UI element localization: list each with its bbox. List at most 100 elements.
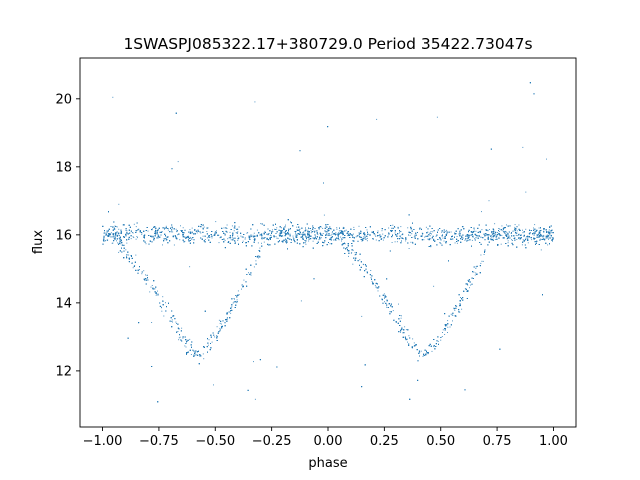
data-point [314, 230, 316, 232]
data-point [392, 310, 394, 312]
data-point [237, 231, 239, 233]
data-point [105, 235, 107, 236]
data-point [405, 339, 407, 341]
data-point [261, 242, 262, 244]
data-point [151, 228, 153, 230]
data-point [172, 231, 174, 233]
data-point [237, 290, 239, 292]
data-point [499, 228, 501, 230]
data-point [125, 230, 127, 231]
data-point [109, 233, 111, 234]
data-point [179, 336, 181, 338]
data-point [443, 240, 445, 242]
data-point [407, 227, 409, 229]
data-point [492, 237, 494, 239]
data-point [413, 342, 415, 344]
data-point [187, 352, 188, 353]
data-point [231, 306, 233, 308]
data-point [430, 246, 432, 248]
data-point [546, 234, 548, 236]
data-point [274, 228, 275, 230]
data-point [452, 320, 453, 322]
data-point [281, 232, 283, 234]
data-point [296, 236, 298, 238]
data-point [414, 234, 416, 236]
data-point [425, 226, 427, 228]
data-point [157, 234, 159, 236]
data-point [185, 346, 187, 348]
data-point [466, 238, 468, 240]
data-point [313, 230, 315, 232]
data-point [134, 265, 136, 267]
data-point [487, 230, 489, 232]
data-point [299, 231, 301, 232]
data-point [110, 232, 112, 234]
data-point [467, 235, 469, 237]
data-point [276, 227, 278, 229]
data-point [454, 309, 456, 311]
data-point [211, 237, 213, 239]
data-point [500, 243, 502, 245]
data-point [460, 235, 462, 237]
data-point [318, 228, 320, 230]
data-point [387, 234, 389, 236]
data-point [442, 234, 443, 236]
data-point [507, 240, 509, 242]
data-point [177, 331, 179, 332]
data-point [189, 338, 191, 340]
data-point [502, 230, 504, 232]
data-point [285, 224, 286, 226]
data-point [288, 238, 290, 240]
data-point [195, 350, 197, 352]
data-point [188, 240, 190, 242]
data-point [420, 350, 422, 352]
data-point [253, 361, 254, 363]
data-point [126, 230, 128, 232]
data-point [289, 233, 291, 235]
data-point [104, 240, 106, 242]
data-point [304, 233, 306, 235]
data-point [525, 237, 527, 239]
data-point [401, 234, 403, 236]
data-point [505, 231, 507, 233]
data-point [130, 238, 132, 240]
data-point [547, 244, 549, 246]
data-point [501, 234, 503, 236]
data-point [386, 306, 388, 308]
data-point [308, 240, 310, 242]
data-point [307, 229, 309, 231]
data-point [152, 236, 154, 238]
data-point [254, 398, 256, 400]
data-point [218, 242, 220, 244]
data-point [412, 338, 414, 340]
data-point [325, 231, 327, 233]
data-point [216, 335, 218, 336]
data-point [401, 326, 403, 328]
data-point [527, 235, 529, 237]
data-point [531, 239, 533, 241]
data-point [352, 233, 354, 235]
data-point [546, 158, 547, 160]
data-point [173, 244, 175, 246]
data-point [354, 252, 356, 253]
data-point [442, 332, 443, 333]
data-point [172, 321, 173, 323]
data-point [118, 251, 120, 253]
data-point [240, 235, 242, 237]
data-point [527, 242, 529, 244]
data-point [231, 225, 233, 227]
data-point [516, 230, 518, 232]
data-point [494, 238, 496, 240]
data-point [280, 230, 282, 232]
data-point [394, 241, 396, 243]
data-point [352, 249, 354, 251]
data-point [133, 223, 135, 225]
data-point [223, 227, 225, 229]
data-point [296, 239, 298, 241]
data-point [363, 264, 365, 266]
data-point [112, 242, 114, 244]
data-point [146, 274, 148, 276]
data-point [214, 336, 216, 338]
data-point [189, 229, 191, 231]
data-point [472, 236, 474, 238]
